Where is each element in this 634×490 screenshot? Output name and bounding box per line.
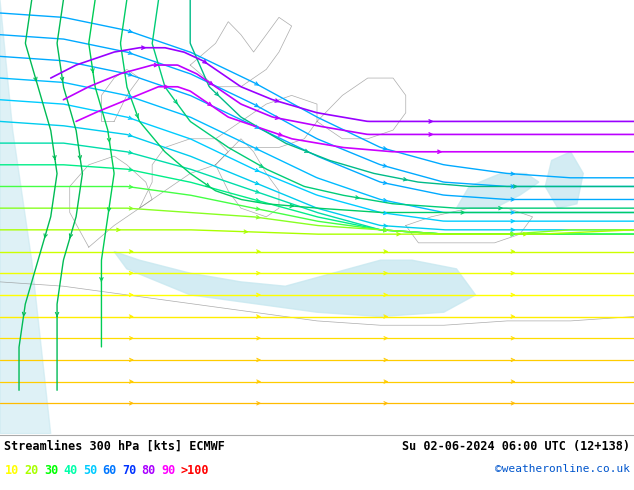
Text: 70: 70 [122, 464, 136, 477]
Text: 40: 40 [63, 464, 78, 477]
Text: Su 02-06-2024 06:00 UTC (12+138): Su 02-06-2024 06:00 UTC (12+138) [402, 440, 630, 453]
Text: 50: 50 [83, 464, 97, 477]
Text: 60: 60 [103, 464, 117, 477]
Text: ©weatheronline.co.uk: ©weatheronline.co.uk [495, 464, 630, 474]
Text: 10: 10 [5, 464, 19, 477]
Text: 90: 90 [161, 464, 175, 477]
Polygon shape [545, 152, 583, 208]
Text: 20: 20 [25, 464, 39, 477]
Polygon shape [456, 173, 539, 208]
Polygon shape [114, 251, 476, 317]
Text: 30: 30 [44, 464, 58, 477]
Text: 80: 80 [141, 464, 156, 477]
Text: >100: >100 [181, 464, 209, 477]
Text: Streamlines 300 hPa [kts] ECMWF: Streamlines 300 hPa [kts] ECMWF [4, 440, 225, 453]
Polygon shape [0, 0, 51, 434]
